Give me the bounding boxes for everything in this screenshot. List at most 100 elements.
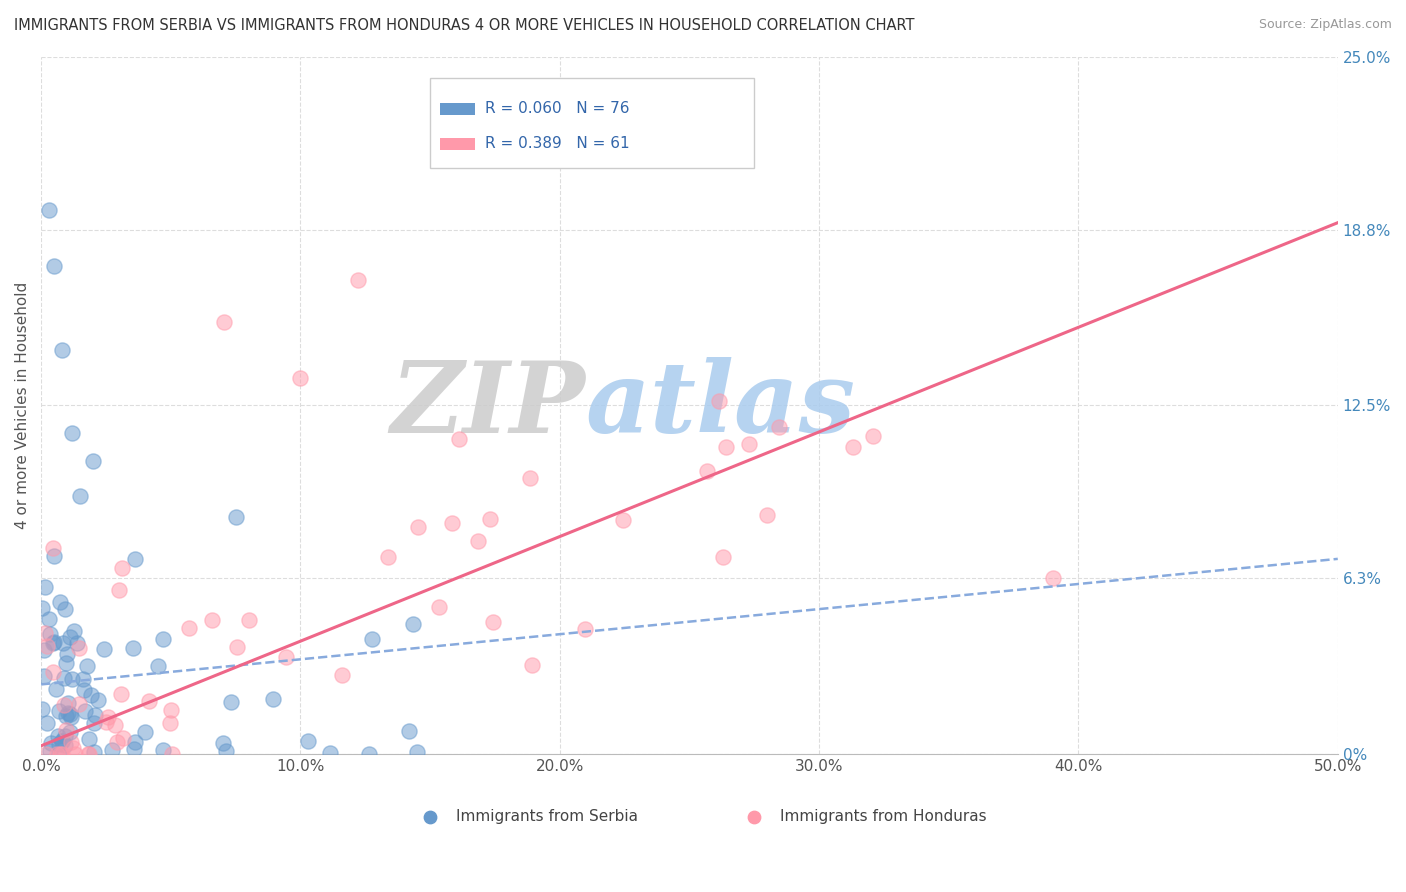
- Point: [225, 510, 247, 524]
- Point: [221, 695, 243, 709]
- Point: [108, 583, 131, 598]
- Point: [124, 734, 146, 748]
- Point: [53, 738, 76, 752]
- Point: [49, 747, 72, 761]
- Point: [427, 600, 450, 615]
- Point: [48, 704, 70, 718]
- Point: [35, 747, 58, 761]
- Point: [35, 716, 58, 731]
- Point: [707, 394, 730, 409]
- Point: [274, 650, 297, 665]
- Point: [440, 516, 463, 530]
- Point: [60, 426, 83, 441]
- Point: [63, 747, 86, 761]
- Point: [60, 672, 83, 686]
- Point: [79, 747, 101, 761]
- Point: [34, 626, 56, 640]
- Point: [51, 734, 73, 748]
- Point: [32, 643, 55, 657]
- Point: [62, 741, 84, 756]
- Point: [82, 454, 104, 468]
- Point: [38, 203, 60, 218]
- Point: [42, 259, 65, 273]
- Point: [53, 671, 76, 685]
- Text: R = 0.060   N = 76: R = 0.060 N = 76: [485, 102, 628, 117]
- Point: [31, 601, 53, 615]
- Point: [59, 724, 82, 739]
- Point: [122, 640, 145, 655]
- Point: [447, 432, 470, 446]
- Point: [39, 744, 62, 758]
- Point: [55, 657, 77, 671]
- Point: [72, 672, 94, 686]
- Point: [51, 734, 73, 748]
- Point: [48, 737, 70, 751]
- Point: [93, 642, 115, 657]
- Point: [482, 615, 505, 629]
- Point: [39, 627, 62, 641]
- Point: [398, 724, 420, 739]
- Point: [479, 512, 502, 526]
- Point: [46, 747, 69, 761]
- Point: [238, 613, 260, 627]
- Text: Source: ZipAtlas.com: Source: ZipAtlas.com: [1258, 18, 1392, 31]
- Point: [38, 749, 60, 764]
- Point: [76, 658, 98, 673]
- Point: [105, 735, 128, 749]
- Point: [69, 490, 91, 504]
- Point: [56, 706, 79, 720]
- Point: [73, 683, 96, 698]
- Point: [38, 611, 60, 625]
- Point: [211, 736, 233, 750]
- Point: [112, 731, 135, 745]
- Point: [402, 617, 425, 632]
- Point: [215, 744, 238, 758]
- Point: [35, 639, 58, 653]
- Point: [56, 696, 79, 710]
- Point: [83, 745, 105, 759]
- Point: [612, 513, 634, 527]
- Point: [46, 729, 69, 743]
- Point: [60, 710, 83, 724]
- Point: [59, 706, 82, 721]
- Text: R = 0.389   N = 61: R = 0.389 N = 61: [485, 136, 630, 152]
- Point: [519, 471, 541, 485]
- Point: [66, 636, 89, 650]
- Point: [152, 632, 174, 647]
- Point: [104, 718, 127, 732]
- Point: [31, 702, 53, 716]
- Point: [711, 549, 734, 564]
- Point: [87, 693, 110, 707]
- Point: [55, 723, 77, 737]
- Point: [101, 743, 124, 757]
- Point: [44, 634, 66, 648]
- Point: [152, 742, 174, 756]
- Point: [330, 668, 353, 682]
- Point: [51, 343, 73, 357]
- Point: [53, 730, 76, 744]
- Text: Immigrants from Honduras: Immigrants from Honduras: [780, 809, 987, 824]
- Point: [67, 640, 90, 655]
- Point: [262, 691, 284, 706]
- Point: [159, 715, 181, 730]
- Point: [495, 133, 517, 147]
- FancyBboxPatch shape: [440, 137, 475, 150]
- Point: [34, 580, 56, 594]
- Point: [55, 709, 77, 723]
- Point: [49, 595, 72, 609]
- Point: [138, 694, 160, 708]
- FancyBboxPatch shape: [430, 78, 754, 169]
- Point: [357, 747, 380, 761]
- Point: [59, 630, 82, 644]
- Point: [162, 747, 184, 761]
- FancyBboxPatch shape: [440, 103, 475, 115]
- Point: [53, 601, 76, 615]
- Point: [160, 702, 183, 716]
- Point: [75, 704, 97, 718]
- Point: [862, 429, 884, 443]
- Point: [94, 715, 117, 730]
- Point: [696, 464, 718, 478]
- Point: [297, 734, 319, 748]
- Point: [42, 541, 65, 555]
- Point: [146, 659, 169, 673]
